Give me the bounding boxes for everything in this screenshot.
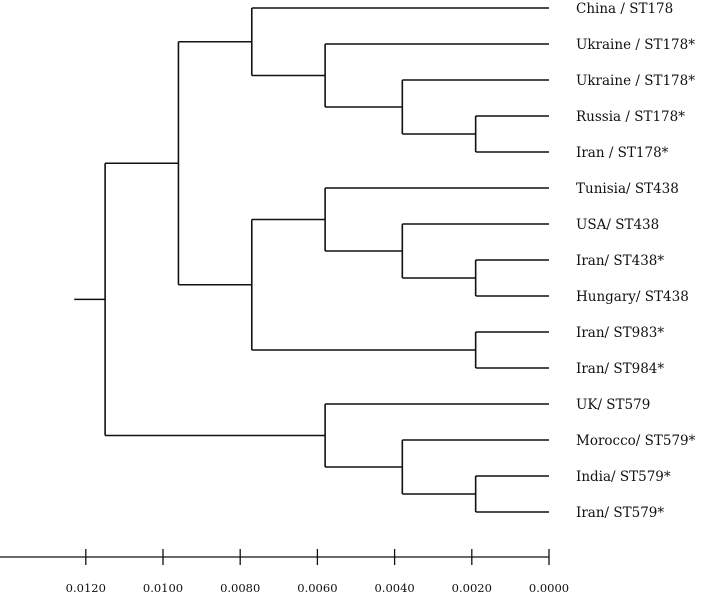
leaf-label: Iran/ ST438*: [576, 253, 664, 269]
axis-tick-label: 0.0060: [297, 581, 337, 595]
leaf-label: Tunisia/ ST438: [576, 181, 679, 197]
leaf-label: Iran/ ST984*: [576, 361, 664, 377]
leaf-label: Ukraine / ST178*: [576, 73, 695, 89]
scale-axis: 0.0120 0.0100 0.0080 0.0060 0.0040 0.0020 0.00…: [0, 549, 569, 595]
leaf-label: India/ ST579*: [576, 469, 671, 485]
axis-tick-label: 0.0100: [143, 581, 183, 595]
leaf-label: Iran/ ST983*: [576, 325, 664, 341]
axis-tick-label: 0.0000: [529, 581, 569, 595]
leaf-label: Russia / ST178*: [576, 109, 685, 125]
leaf-label: UK/ ST579: [576, 397, 650, 413]
leaf-label: Hungary/ ST438: [576, 289, 689, 305]
leaf-label: Iran / ST178*: [576, 145, 669, 161]
axis-tick-label: 0.0040: [374, 581, 414, 595]
axis-tick-label: 0.0120: [66, 581, 106, 595]
leaf-label: Morocco/ ST579*: [576, 433, 696, 449]
leaf-label: USA/ ST438: [576, 217, 659, 233]
leaf-labels: China / ST178 Ukraine / ST178* Ukraine / S…: [576, 1, 696, 521]
leaf-label: China / ST178: [576, 1, 673, 17]
branches: [74, 7, 549, 513]
axis-tick-label: 0.0080: [220, 581, 260, 595]
leaf-label: Ukraine / ST178*: [576, 37, 695, 53]
leaf-label: Iran/ ST579*: [576, 505, 664, 521]
axis-tick-label: 0.0020: [452, 581, 492, 595]
